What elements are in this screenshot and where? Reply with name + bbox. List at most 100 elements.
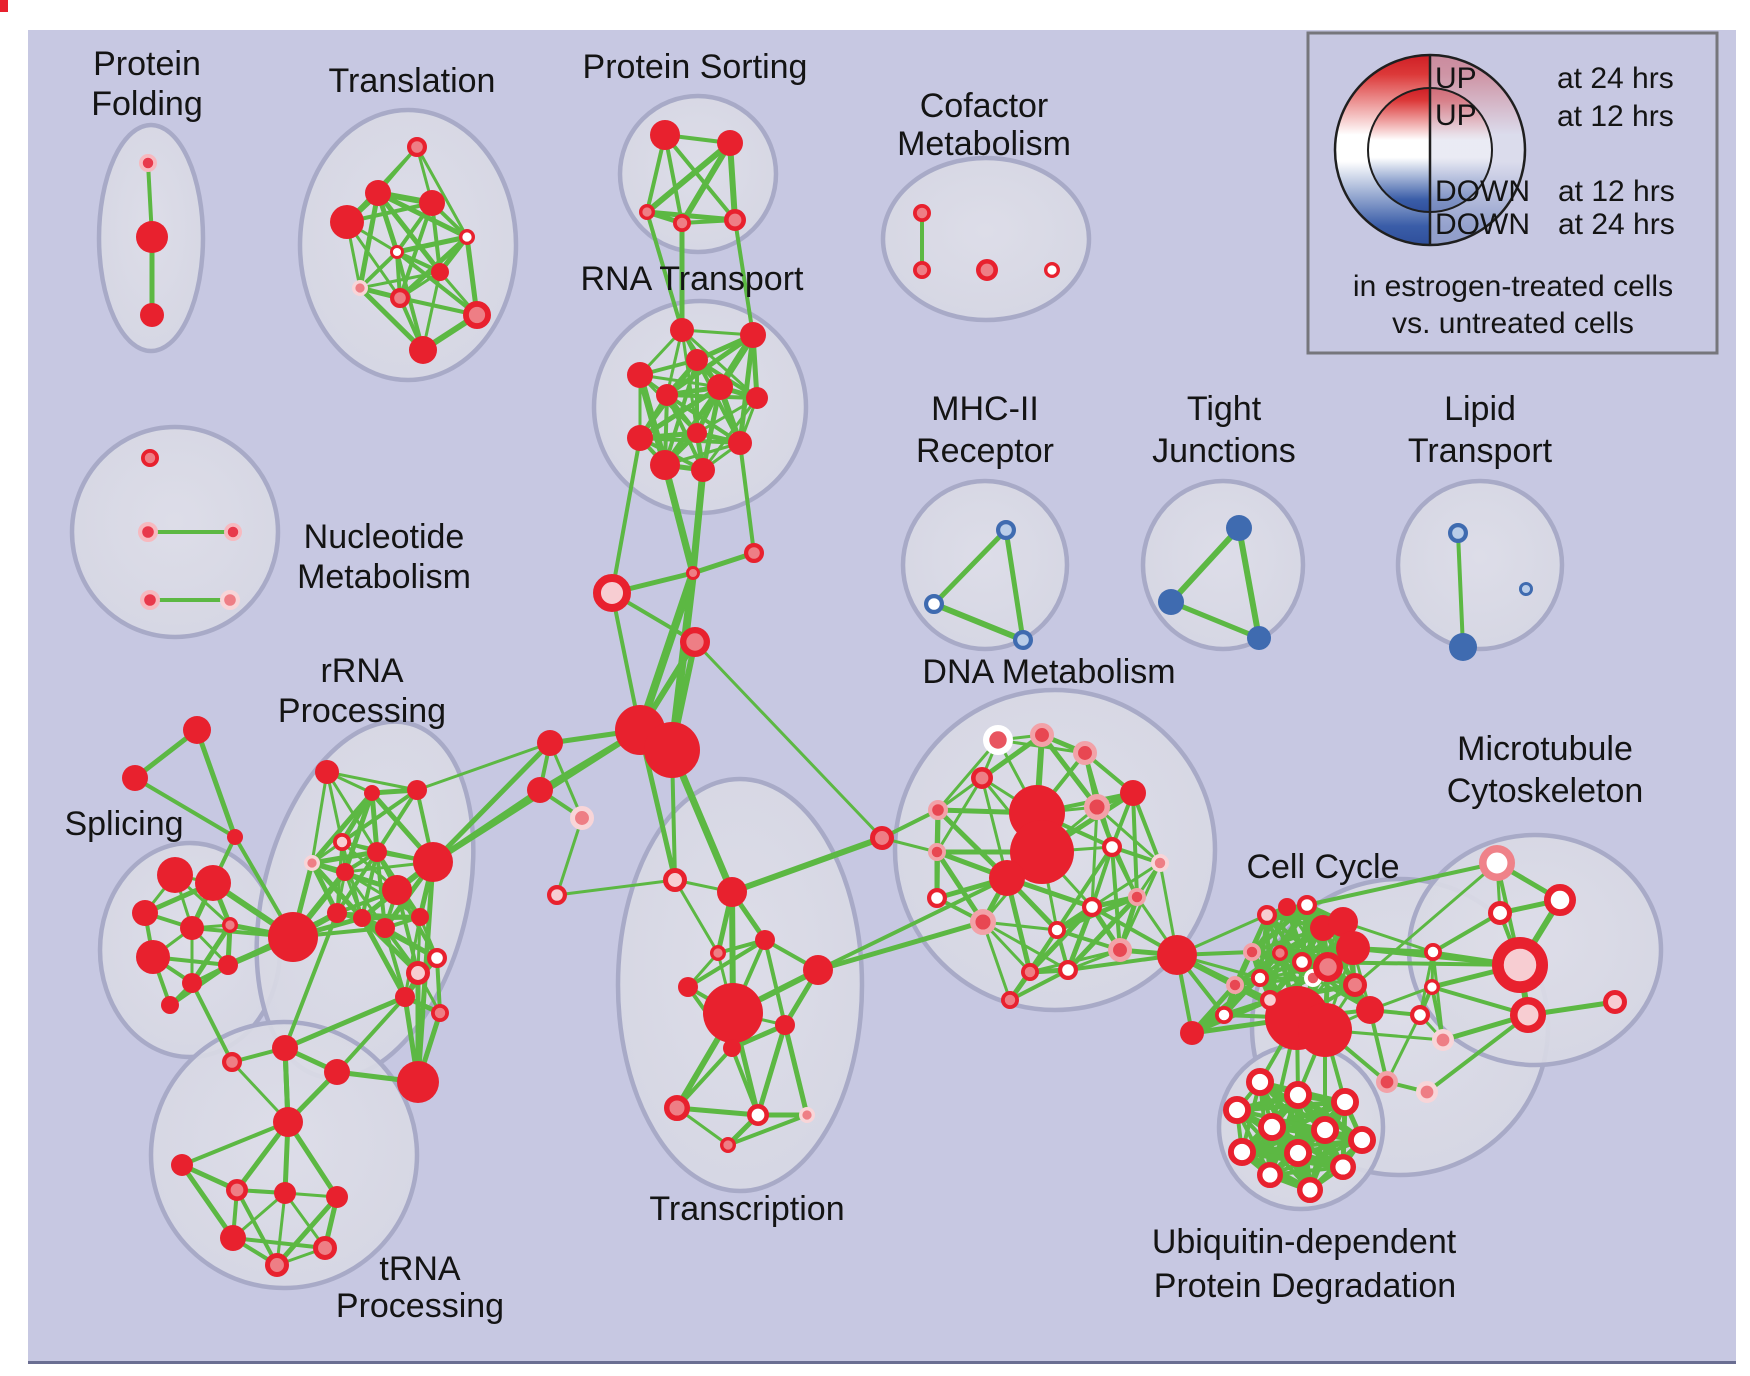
node-transcription-2 (755, 930, 775, 950)
node-dna_metabolism-13 (1128, 888, 1147, 907)
edge-protein_sorting (644, 209, 738, 223)
edge-protein_sorting (679, 140, 733, 226)
cluster-ellipse-trna_processing (148, 1019, 420, 1291)
edge-rrna_processing (383, 926, 407, 999)
node-ubiquitin_degradation-8 (1283, 1138, 1312, 1167)
node-microtubule_cytoskeleton-1 (1543, 883, 1576, 916)
edge-trna_processing (274, 1194, 340, 1268)
edge-link (555, 878, 677, 897)
node-microtubule_cytoskeleton-4 (1492, 937, 1549, 994)
edge-dna_metabolism (1065, 894, 1140, 973)
node-protein_folding-1 (136, 221, 168, 253)
edge-rrna_processing (403, 915, 422, 999)
edge-trna_processing (180, 1120, 290, 1167)
edge-link (1353, 861, 1499, 987)
node-dna_metabolism-19 (1021, 963, 1040, 982)
edge-rrna_processing (375, 788, 419, 854)
edge-rna_transport (638, 436, 742, 445)
node-tight_junctions-1 (1158, 589, 1184, 615)
legend: UP at 24 hrs UP at 12 hrs DOWN at 12 hrs DOWN a… (1306, 31, 1719, 355)
node-hub_connectors-9 (546, 884, 567, 905)
node-mhc_ii_receptor-2 (1012, 629, 1033, 650)
node-rrna_processing-11 (375, 918, 395, 938)
node-dna_metabolism-3 (970, 766, 993, 789)
node-cell_cycle-4 (1296, 894, 1317, 915)
node-nucleotide_metabolism-1 (138, 521, 159, 542)
edge-translation (357, 285, 426, 353)
node-splicing-8 (161, 996, 179, 1014)
edge-translation (358, 250, 399, 290)
node-dna_metabolism-11 (1101, 836, 1122, 857)
node-microtubule_cytoskeleton-0 (1479, 845, 1516, 882)
node-cell_cycle-16 (1259, 989, 1280, 1010)
edge-link (733, 218, 755, 337)
node-cofactor_metabolism-1 (913, 261, 932, 280)
cluster-label-rrna_processing-line2: Processing (278, 692, 446, 730)
node-ubiquitin_degradation-5 (1310, 1115, 1339, 1144)
node-ubiquitin_degradation-3 (1222, 1095, 1251, 1124)
legend-text-0: UP (1435, 62, 1477, 95)
edge-rrna_processing (325, 770, 379, 854)
node-translation-3 (330, 205, 364, 239)
edge-hub_connectors (690, 550, 757, 576)
edge-dna_metabolism (1095, 805, 1162, 865)
node-translation-2 (419, 190, 445, 216)
cluster-label-tight_junctions-line2: Junctions (1152, 432, 1296, 470)
edge-hub_connectors (555, 816, 584, 897)
node-trna_processing-0 (222, 1051, 243, 1072)
node-ubiquitin_degradation-11 (1296, 1176, 1323, 1203)
node-splicing_satellite-1 (122, 765, 148, 791)
node-cell_cycle-5 (1243, 943, 1262, 962)
edge-link (1341, 920, 1435, 954)
edge-protein_sorting (663, 133, 737, 222)
edge-link (738, 441, 756, 555)
node-splicing-2 (132, 900, 158, 926)
cluster-label-nucleotide_metabolism-line1: Nucleotide (304, 518, 465, 556)
edge-link (645, 210, 684, 332)
node-hub_connectors-3 (680, 627, 711, 658)
node-splicing-0 (157, 857, 193, 893)
cluster-label-mhc_ii_receptor-line2: Receptor (916, 432, 1054, 470)
edge-rrna_processing (325, 770, 419, 792)
node-protein_folding-2 (140, 303, 164, 327)
node-rrna_processing-9 (327, 903, 347, 923)
node-ubiquitin_degradation-2 (1330, 1087, 1359, 1116)
edge-trna_processing (235, 1188, 279, 1267)
node-rrna_processing-4 (303, 854, 320, 871)
node-cell_cycle-19 (1343, 973, 1368, 998)
node-protein_sorting-1 (717, 130, 743, 156)
node-rrna_processing-1 (364, 785, 380, 801)
node-splicing-4 (221, 916, 238, 933)
edge-link (816, 876, 1009, 972)
legend-text-8: in estrogen-treated cells (1353, 270, 1673, 303)
edge-transcription (730, 1046, 760, 1117)
node-lipid_transport-1 (1449, 633, 1477, 661)
node-dna_metabolism-16 (1081, 896, 1102, 917)
cluster-label-protein_folding-line2: Folding (91, 85, 203, 123)
node-dna_metabolism-14 (926, 887, 947, 908)
edge-link (1305, 861, 1499, 907)
node-trna_processing-4 (171, 1154, 193, 1176)
edge-dna_metabolism (979, 732, 1045, 781)
node-cofactor_metabolism-3 (1044, 261, 1061, 278)
edge-rna_transport (700, 384, 723, 473)
edge-dna_metabolism (935, 776, 984, 854)
cluster-label-splicing: Splicing (64, 805, 183, 843)
edge-tight_junctions (1236, 525, 1262, 641)
node-dna_metabolism-1 (1030, 723, 1055, 748)
edge-transcription (673, 878, 720, 955)
node-translation-0 (407, 137, 428, 158)
node-hub_connectors-7 (527, 777, 553, 803)
edge-rrna_processing (335, 850, 379, 915)
node-splicing-5 (136, 940, 170, 974)
node-tight_junctions-2 (1247, 626, 1271, 650)
node-mhc_ii_receptor-0 (995, 519, 1016, 540)
edge-rna_transport (638, 373, 722, 389)
cluster-label-mhc_ii_receptor-line1: MHC-II (931, 390, 1039, 428)
edge-translation (358, 270, 442, 290)
edge-hub_connectors (693, 640, 884, 840)
node-rrna_processing-15 (405, 961, 430, 986)
cluster-label-microtubule_cytoskeleton-line2: Cytoskeleton (1447, 772, 1644, 810)
edge-link (415, 741, 552, 792)
